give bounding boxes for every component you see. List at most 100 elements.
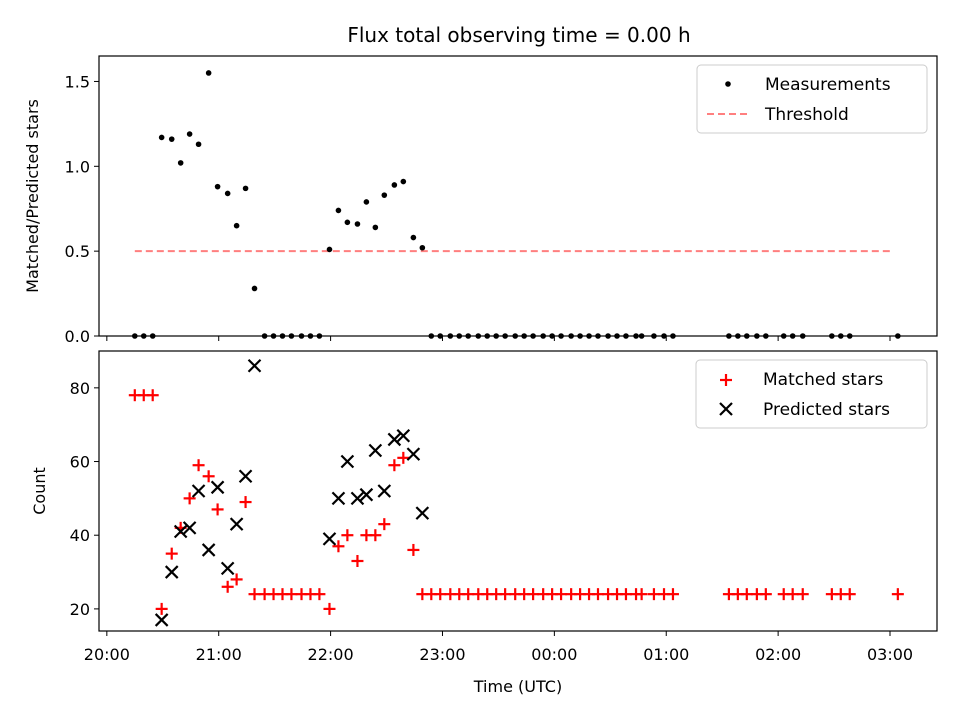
measurement-point	[661, 333, 667, 339]
matched-stars-points	[128, 389, 904, 615]
measurement-point	[354, 221, 361, 227]
matched-star-point	[635, 588, 648, 601]
count-legend: Matched stars Predicted stars	[695, 359, 928, 429]
measurement-point	[595, 333, 601, 339]
measurement-point	[168, 136, 175, 142]
predicted-star-point	[359, 487, 374, 502]
predicted-star-point	[220, 561, 235, 576]
measurement-point	[177, 160, 184, 166]
measurement-point	[837, 333, 844, 339]
measurement-point	[475, 333, 482, 339]
measurement-point	[521, 333, 527, 339]
measurement-point	[288, 333, 295, 339]
measurement-point	[670, 333, 676, 339]
matched-star-point	[843, 588, 856, 601]
measurement-point	[132, 333, 138, 339]
matched-star-point	[740, 588, 753, 601]
y-tick-label: 40	[70, 526, 90, 545]
predicted-star-point	[415, 506, 430, 520]
predicted-star-point	[387, 432, 402, 447]
x-tick-label: 02:00	[755, 645, 801, 664]
predicted-star-point	[238, 469, 253, 484]
measurement-point	[614, 333, 620, 339]
measurement-point	[298, 333, 305, 339]
predicted-star-point	[377, 484, 392, 498]
matched-star-point	[369, 529, 382, 542]
matched-star-point	[230, 573, 243, 586]
predicted-star-point	[201, 543, 216, 557]
measurement-point	[493, 333, 499, 339]
matched-star-point	[759, 588, 772, 601]
measurement-point	[558, 333, 564, 339]
matched-star-point	[323, 602, 336, 615]
matched-star-point	[221, 580, 234, 593]
matched-star-point	[146, 389, 159, 402]
measurement-point	[447, 333, 454, 339]
measurement-point	[363, 199, 370, 205]
y-tick-label: 20	[70, 600, 90, 619]
predicted-star-point	[340, 454, 355, 469]
x-tick-label: 21:00	[196, 645, 242, 664]
measurement-point	[205, 70, 212, 76]
matched-star-point	[155, 602, 168, 615]
matched-star-point	[183, 492, 196, 505]
measurement-point	[780, 333, 787, 339]
matched-star-point	[786, 588, 799, 601]
y-tick-label: 1.0	[65, 157, 90, 176]
measurement-point	[326, 246, 333, 253]
measurement-point	[391, 182, 398, 188]
measurement-point	[372, 224, 379, 231]
count-panel: 20 40 60 80 20:00 21:00 22:00 23:00 00:00 01:00 0…	[30, 350, 938, 664]
x-tick-label: 01:00	[643, 645, 689, 664]
measurement-point	[502, 333, 508, 339]
predicted-star-point	[210, 480, 225, 495]
measurement-point	[214, 183, 221, 190]
measurement-point	[633, 333, 639, 339]
matched-star-point	[388, 459, 401, 472]
measurement-point	[224, 190, 231, 197]
legend-measurements-label: Measurements	[765, 75, 891, 95]
measurement-point	[586, 333, 592, 339]
x-tick-label: 23:00	[419, 645, 465, 664]
measurement-point	[512, 333, 519, 339]
measurement-points	[132, 70, 901, 339]
measurement-point	[140, 333, 147, 339]
matched-star-point	[591, 588, 604, 601]
matched-star-point	[499, 588, 512, 601]
measurement-point	[381, 192, 388, 198]
matched-star-point	[165, 547, 178, 560]
x-tick-label: 22:00	[308, 645, 354, 664]
measurement-point	[484, 333, 491, 339]
predicted-star-point	[331, 491, 346, 506]
x-tick-label: 03:00	[867, 645, 913, 664]
matched-star-point	[248, 588, 261, 601]
measurement-point	[549, 333, 555, 339]
measurement-point	[763, 333, 769, 339]
ratio-panel: 0.0 0.5 1.0 1.5 Matched/Predicted stars Mea…	[23, 55, 938, 346]
measurement-point	[261, 333, 268, 339]
legend-measurements-marker	[725, 81, 731, 87]
y-tick-label: 0.5	[65, 242, 90, 261]
matched-star-point	[647, 588, 660, 601]
predicted-star-point	[182, 521, 197, 535]
x-tick-label: 00:00	[531, 645, 577, 664]
legend-predicted-marker	[719, 402, 733, 416]
predicted-star-point	[173, 524, 188, 539]
measurement-point	[577, 333, 583, 339]
measurement-point	[789, 333, 796, 339]
y-tick-label: 60	[70, 453, 90, 472]
measurement-point	[149, 333, 156, 339]
measurement-point	[316, 333, 323, 339]
count-legend-box	[695, 359, 928, 429]
predicted-star-point	[164, 565, 179, 579]
y-tick-label: 80	[70, 379, 90, 398]
matched-star-point	[211, 503, 224, 516]
measurement-point	[400, 178, 407, 185]
measurement-point	[307, 333, 314, 339]
predicted-star-point	[154, 613, 169, 627]
measurement-point	[638, 333, 645, 339]
ratio-legend-box	[696, 64, 928, 134]
matched-star-point	[202, 470, 215, 483]
matched-star-point	[434, 588, 447, 601]
measurement-point	[279, 333, 286, 339]
